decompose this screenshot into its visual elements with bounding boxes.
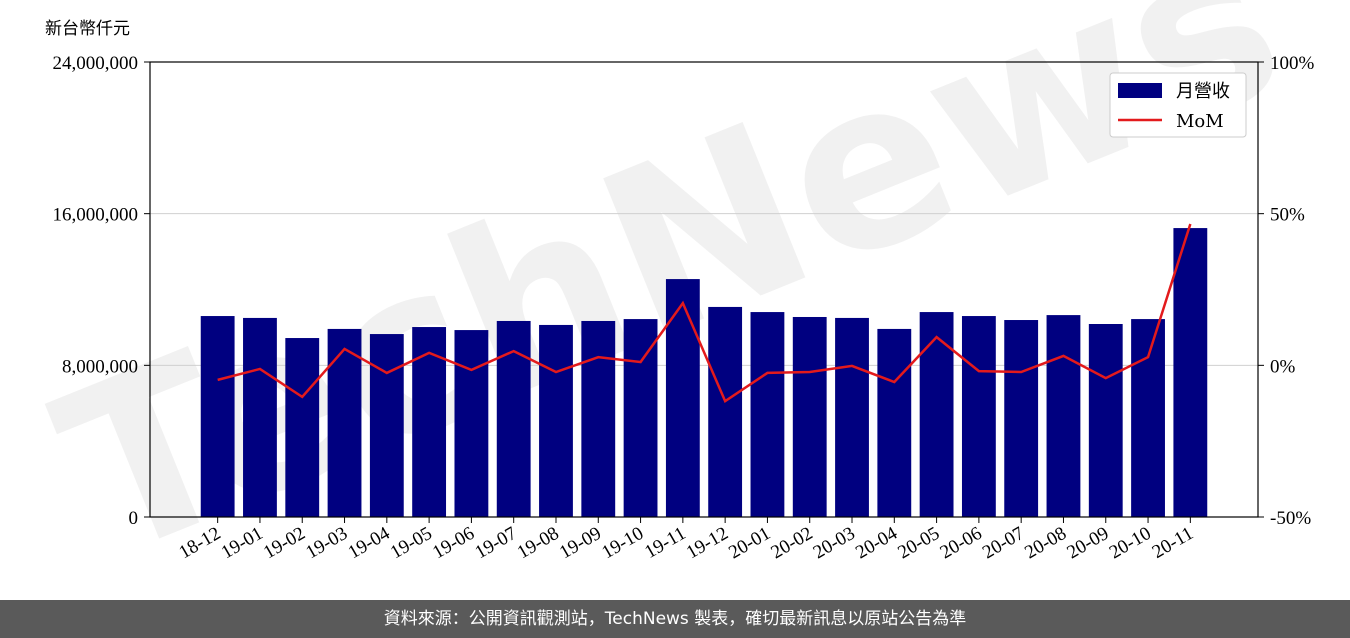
bar: [665, 279, 700, 517]
bar: [200, 316, 235, 517]
x-tick-label: 20-10: [1106, 523, 1155, 563]
x-tick-label: 19-08: [514, 523, 563, 563]
x-tick-label: 19-04: [345, 523, 394, 564]
x-tick-label: 20-04: [852, 523, 901, 564]
x-tick-label: 20-09: [1064, 523, 1113, 563]
bar: [581, 320, 616, 517]
x-tick-label: 20-07: [979, 523, 1028, 563]
bar: [792, 316, 827, 517]
bar: [412, 327, 447, 517]
x-tick-label: 20-06: [937, 523, 986, 563]
x-tick-label: 19-07: [471, 523, 520, 563]
y2-tick-label: -50%: [1270, 508, 1311, 529]
y-axis-label: 新台幣仟元: [45, 19, 130, 39]
bar: [919, 312, 954, 517]
bar: [835, 317, 869, 517]
line: [217, 223, 1192, 403]
legend-swatch: [1118, 83, 1162, 98]
y-tick-label: 24,000,000: [53, 53, 139, 74]
bar: [708, 306, 743, 517]
bar: [496, 320, 531, 517]
bar: [877, 328, 912, 517]
y2-tick-label: 100%: [1270, 53, 1315, 74]
x-tick-label: 20-01: [725, 523, 774, 563]
x-tick-label: 20-11: [1149, 523, 1197, 563]
bar: [1004, 320, 1039, 517]
bar: [454, 330, 489, 517]
legend-label: MoM: [1176, 111, 1224, 132]
y2-tick-label: 50%: [1270, 205, 1305, 226]
x-tick-label: 19-12: [683, 523, 732, 563]
y2-tick-label: 0%: [1270, 356, 1296, 377]
x-tick-label: 19-05: [387, 523, 436, 563]
x-tick-label: 19-11: [641, 523, 689, 563]
bar: [1173, 228, 1208, 517]
x-tick-label: 19-09: [556, 523, 605, 563]
plot-frame: [149, 61, 1259, 518]
bar: [961, 316, 996, 517]
bar: [750, 312, 785, 517]
footer: 資料來源：公開資訊觀測站，TechNews 製表，確切最新訊息以原站公告為準: [0, 600, 1350, 638]
legend-label: 月營收: [1176, 81, 1230, 102]
x-tick-label: 20-08: [1021, 523, 1070, 563]
bar: [369, 334, 404, 517]
x-tick-label: 20-02: [768, 523, 817, 563]
x-tick-label: 19-06: [429, 523, 478, 563]
bar: [539, 324, 573, 517]
bar: [623, 319, 658, 517]
bar: [285, 338, 320, 517]
bar: [1088, 324, 1123, 517]
x-tick-label: 20-03: [810, 523, 859, 563]
x-tick-label: 19-10: [598, 523, 647, 563]
bar: [1131, 319, 1165, 517]
bar: [243, 317, 277, 517]
y-tick-label: 16,000,000: [53, 205, 139, 226]
y-tick-label: 8,000,000: [62, 356, 138, 377]
x-tick-label: 20-05: [894, 523, 943, 563]
bar: [327, 328, 362, 517]
chart: 新台幣仟元 TechNews 08,000,00016,000,00024,00…: [27, 0, 1315, 600]
y-tick-label: 0: [129, 508, 139, 529]
bar: [1046, 315, 1081, 517]
